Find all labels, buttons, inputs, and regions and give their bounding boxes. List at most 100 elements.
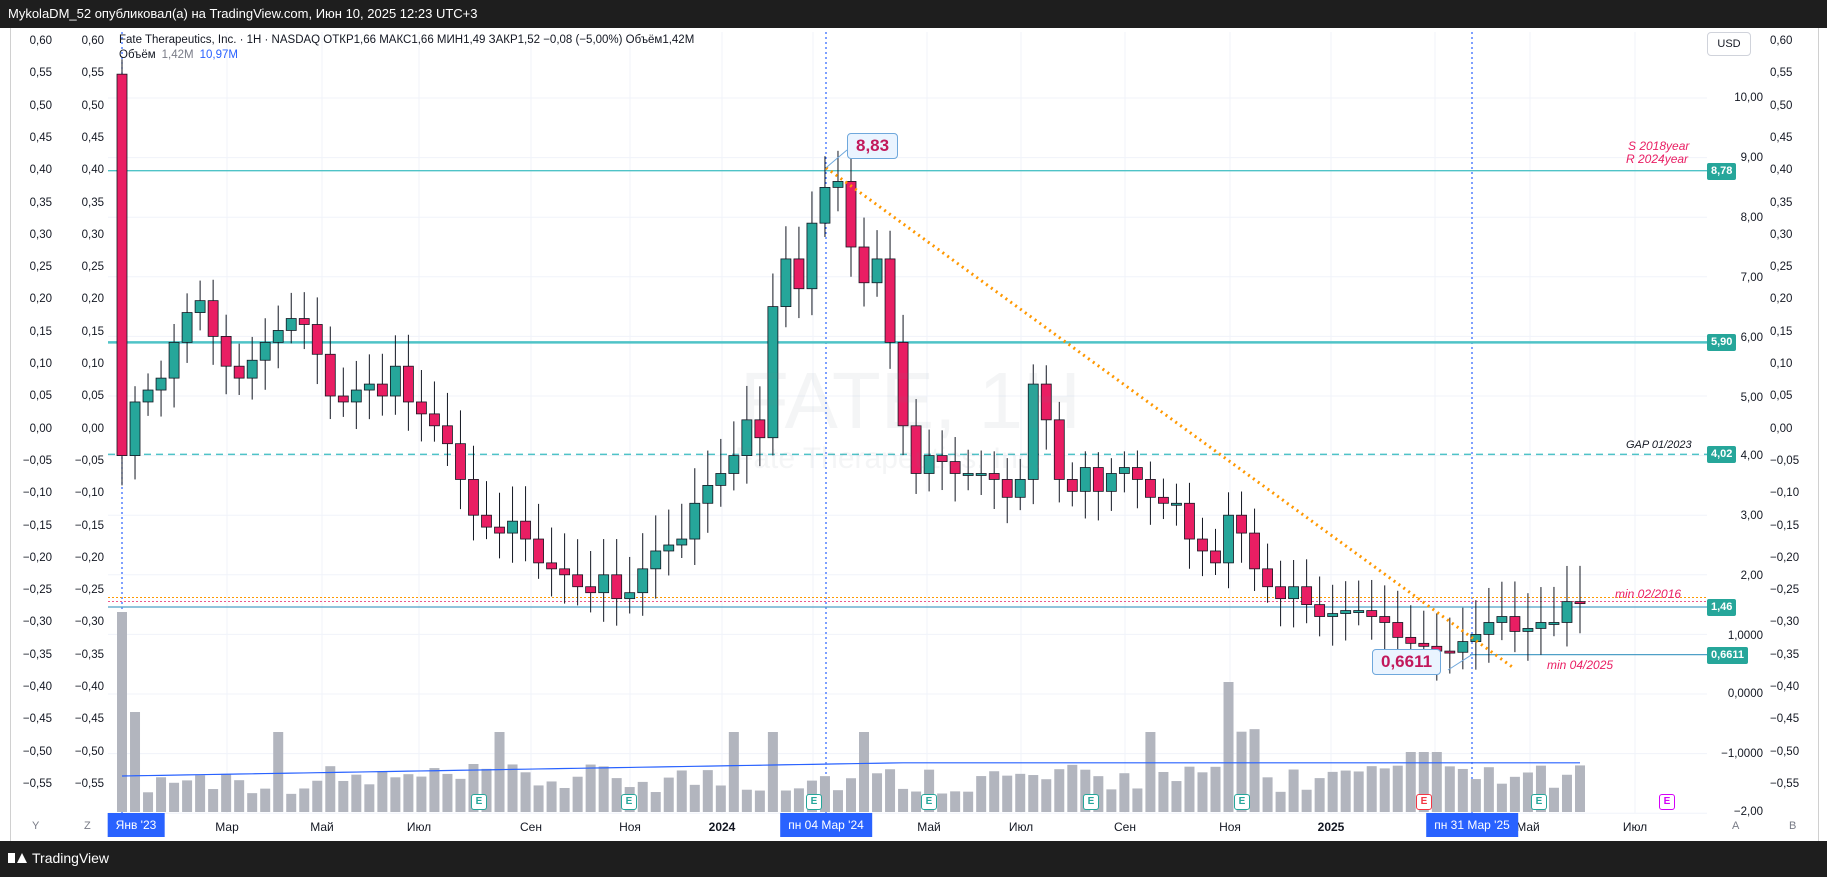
x-axis-label: 2025	[1317, 820, 1345, 834]
earnings-badge-icon[interactable]: E	[471, 794, 487, 810]
chart-legend[interactable]: Fate Therapeutics, Inc. · 1Н · NASDAQ ОТ…	[119, 34, 694, 61]
price-scale-label: 9,00	[1740, 152, 1763, 164]
candle-body	[793, 258, 805, 290]
secondary-scale-left-2: −0,20	[74, 551, 104, 564]
secondary-scale-left: 0,05	[29, 390, 52, 403]
candle-body	[1040, 383, 1052, 421]
volume-bar	[1575, 765, 1585, 812]
secondary-scale-right: −0,15	[1770, 519, 1800, 532]
secondary-scale-left-2: 0,45	[81, 131, 104, 144]
secondary-scale-right: −0,55	[1770, 777, 1800, 790]
price-tag[interactable]: 8,78	[1707, 162, 1737, 180]
earnings-badge-icon[interactable]: E	[621, 794, 637, 810]
secondary-scale-left: 0,45	[29, 131, 52, 144]
volume-bar	[676, 770, 687, 812]
earnings-badge-icon[interactable]: E	[1659, 794, 1675, 810]
secondary-scale-left-2: 0,50	[81, 99, 104, 112]
candle-body	[572, 574, 584, 588]
secondary-scale-left-2: −0,25	[74, 584, 104, 597]
x-axis-label: Ноя	[1219, 820, 1241, 834]
candle-body	[507, 520, 518, 534]
axis-corner-a[interactable]: A	[1732, 820, 1740, 832]
price-tag[interactable]: 5,90	[1707, 334, 1737, 352]
x-axis-label: Май	[1516, 820, 1540, 834]
volume-bar	[338, 780, 349, 812]
candle-body	[1301, 586, 1313, 605]
earnings-badge-icon[interactable]: E	[806, 794, 822, 810]
secondary-scale-left: −0,10	[22, 487, 52, 500]
volume-bar	[403, 774, 414, 812]
candle-body	[298, 318, 310, 325]
secondary-scale-left-2: −0,10	[74, 487, 104, 500]
candle-body	[350, 389, 362, 403]
candle-body	[585, 586, 597, 594]
volume-bar	[1431, 752, 1442, 812]
trend-line	[825, 166, 1516, 671]
volume-bar	[507, 764, 518, 812]
axis-corner-z[interactable]: Z	[84, 820, 91, 832]
price-tag[interactable]: 1,46	[1707, 598, 1737, 616]
candle-body	[1223, 514, 1234, 564]
earnings-badge-icon[interactable]: E	[1234, 794, 1250, 810]
volume-bar	[1353, 771, 1364, 812]
volume-bar	[1561, 774, 1572, 812]
earnings-badge-icon[interactable]: E	[1416, 794, 1432, 810]
volume-bar	[898, 788, 909, 812]
secondary-scale-right: 0,50	[1770, 99, 1793, 112]
volume-bar	[1210, 766, 1221, 812]
candle-body	[481, 514, 492, 528]
volume-bar	[572, 776, 583, 812]
volume-bar	[885, 769, 896, 812]
secondary-scale-right: 0,45	[1770, 131, 1793, 144]
candle-body	[285, 318, 297, 331]
callout-connector-low	[1447, 654, 1473, 671]
volume-bar	[169, 782, 180, 812]
volume-bar	[924, 769, 935, 812]
price-tag[interactable]: 0,6611	[1707, 646, 1749, 664]
volume-bar	[846, 778, 856, 812]
earnings-badge-icon[interactable]: E	[1531, 794, 1547, 810]
candle-body	[155, 377, 167, 391]
earnings-badge-icon[interactable]: E	[921, 794, 937, 810]
axis-corner-b[interactable]: B	[1789, 820, 1797, 832]
price-scale-label: −2,00	[1733, 806, 1763, 818]
candle-body	[910, 425, 922, 474]
price-scale-label: 3,00	[1740, 510, 1763, 522]
tradingview-logo[interactable]: TradingView	[8, 850, 109, 866]
candle-body	[728, 455, 740, 474]
axis-corner-y[interactable]: Y	[32, 820, 40, 832]
candle-body	[233, 365, 245, 379]
candle-body	[1535, 622, 1547, 629]
volume-bar	[273, 732, 284, 812]
volume-bar	[702, 770, 713, 812]
price-tag[interactable]: 4,02	[1707, 446, 1737, 464]
secondary-scale-right: 0,55	[1770, 67, 1793, 80]
x-axis-highlight[interactable]: пн 04 Мар '24	[780, 813, 872, 837]
volume-bar	[416, 776, 427, 812]
candle-body	[1418, 642, 1430, 647]
legend-ohlc: Fate Therapeutics, Inc. · 1Н · NASDAQ ОТ…	[119, 34, 695, 46]
secondary-scale-right: −0,30	[1770, 616, 1800, 629]
volume-bar	[1236, 731, 1247, 812]
candle-body	[246, 359, 258, 379]
secondary-scale-left: 0,40	[29, 164, 52, 177]
volume-bar	[793, 788, 804, 812]
secondary-scale-right: 0,60	[1770, 35, 1793, 47]
secondary-scale-left: −0,50	[22, 745, 52, 758]
secondary-scale-left-2: −0,50	[74, 745, 104, 758]
volume-bar	[585, 764, 596, 812]
candle-body	[975, 473, 987, 476]
secondary-scale-right: −0,35	[1770, 648, 1800, 661]
candle-body	[429, 413, 440, 427]
secondary-scale-left-2: −0,15	[74, 519, 104, 532]
price-scale-label: 4,00	[1740, 450, 1763, 462]
annotation-gap: GAP 01/2023	[1626, 439, 1692, 451]
candle-body	[468, 479, 479, 516]
volume-bar	[286, 793, 297, 812]
x-axis-highlight[interactable]: пн 31 Мар '25	[1426, 813, 1518, 837]
earnings-badge-icon[interactable]: E	[1083, 794, 1099, 810]
volume-bar	[1379, 768, 1390, 812]
currency-button[interactable]: USD	[1707, 32, 1751, 56]
x-axis-highlight[interactable]: Янв '23	[107, 813, 165, 837]
